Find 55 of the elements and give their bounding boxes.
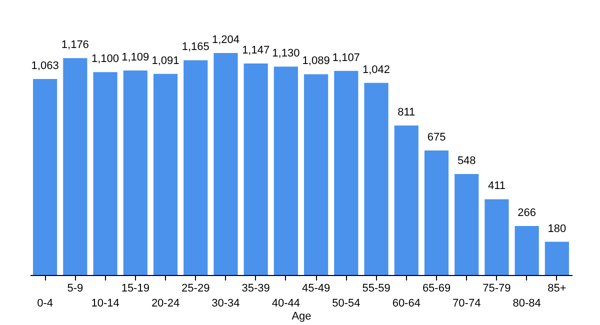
data-label: 675 <box>427 132 446 144</box>
x-tick-label: 10-14 <box>91 298 120 310</box>
bar <box>244 64 268 275</box>
bar <box>33 79 58 275</box>
x-tick-label: 25-29 <box>182 282 210 294</box>
bar <box>63 58 88 275</box>
x-tick-label: 65-69 <box>422 282 451 294</box>
x-tick-label: 20-24 <box>151 298 180 310</box>
x-tick-label: 35-39 <box>242 282 270 294</box>
bar <box>394 125 418 275</box>
x-tick-label: 40-44 <box>272 298 300 310</box>
bar <box>514 226 539 275</box>
bar <box>424 150 449 275</box>
x-tick-label: 15-19 <box>121 282 150 294</box>
data-label: 1,204 <box>212 34 240 46</box>
x-tick-label: 85+ <box>548 282 566 294</box>
data-label: 266 <box>518 206 536 219</box>
bar <box>544 242 569 275</box>
data-label: 180 <box>548 222 566 235</box>
data-label: 1,107 <box>332 52 360 64</box>
x-tick-label: 5-9 <box>67 282 84 294</box>
x-tick-label: 45-49 <box>302 282 330 294</box>
x-tick-label: 0-4 <box>37 298 54 310</box>
x-tick-label: 75-79 <box>482 282 511 294</box>
data-label: 1,042 <box>362 64 390 76</box>
data-label: 1,091 <box>152 54 180 67</box>
x-tick-label: 55-59 <box>362 282 390 294</box>
data-label: 1,176 <box>61 39 89 52</box>
bar <box>274 66 298 275</box>
bar <box>214 53 238 275</box>
data-label: 1,165 <box>182 41 210 54</box>
x-tick-label: 80-84 <box>512 298 541 310</box>
x-tick-label: 50-54 <box>332 298 360 310</box>
data-label: 1,130 <box>272 48 300 60</box>
bar <box>484 199 509 275</box>
data-label: 1,089 <box>302 55 330 68</box>
data-label: 1,100 <box>92 53 120 66</box>
data-label: 1,109 <box>122 52 150 64</box>
x-tick-label: 60-64 <box>392 298 420 310</box>
bar <box>334 70 358 275</box>
data-label: 548 <box>457 154 476 167</box>
bar <box>123 70 148 275</box>
data-label: 811 <box>398 106 416 118</box>
data-label: 1,063 <box>31 60 59 72</box>
bar <box>454 174 479 275</box>
data-label: 1,147 <box>242 44 270 57</box>
data-label: 411 <box>488 180 506 192</box>
x-axis-title: Age <box>292 310 312 322</box>
x-tick-label: 70-74 <box>452 298 481 310</box>
x-tick-label: 30-34 <box>212 298 240 310</box>
bar <box>364 82 388 275</box>
bar <box>304 74 328 275</box>
bar <box>93 72 118 275</box>
bar <box>153 74 178 275</box>
bar <box>184 60 208 275</box>
